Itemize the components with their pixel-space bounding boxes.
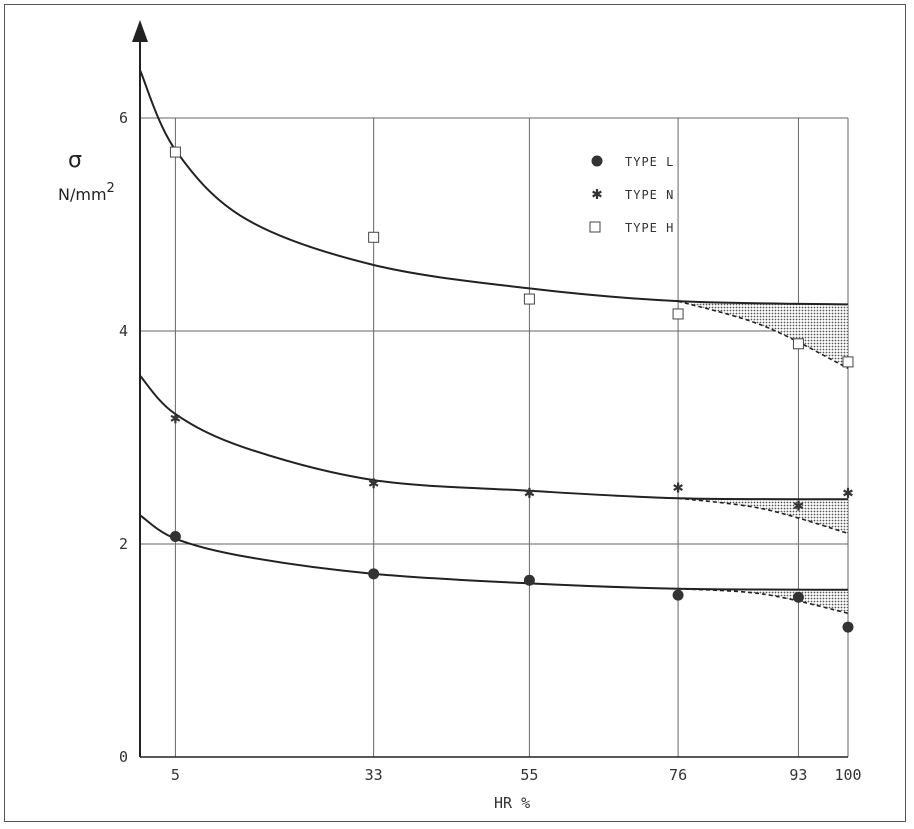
chart-frame [4, 4, 906, 822]
shaded-regions [678, 301, 848, 614]
shaded-region [678, 301, 848, 369]
shaded-region [678, 498, 848, 534]
x-tick-label: 33 [365, 766, 383, 784]
x-tick-label: 55 [520, 766, 538, 784]
fit-curve [139, 375, 849, 501]
data-point-circle [842, 621, 854, 633]
star-stroke [793, 502, 804, 510]
legend-marker-circle-icon [591, 155, 603, 167]
y-axis-arrow-icon [132, 20, 148, 42]
x-tick-label: 93 [789, 766, 807, 784]
dashed-curve [677, 300, 849, 369]
y-axis-symbol: σ [68, 148, 82, 173]
star-stroke [673, 484, 683, 492]
data-point-circle [169, 531, 181, 543]
y-axis-unit-superscript: 2 [107, 181, 115, 196]
grid [140, 117, 849, 757]
x-tick-label: 5 [171, 766, 180, 784]
data-point-star [843, 487, 853, 498]
data-point-square [169, 146, 181, 158]
star-stroke [592, 190, 602, 198]
data-point-star [368, 478, 379, 489]
dashed-curve [677, 497, 849, 535]
data-points [169, 146, 854, 633]
legend-label: TYPE N [625, 188, 674, 202]
y-tick-label: 4 [119, 322, 128, 340]
data-point-star [793, 500, 804, 511]
fit-curve [139, 514, 849, 591]
fit-curves [139, 69, 849, 615]
data-point-circle [523, 574, 535, 586]
legend-marker-square-icon [589, 221, 601, 233]
axes [132, 20, 848, 758]
data-point-square [368, 231, 380, 243]
data-point-circle [792, 591, 804, 603]
data-point-square [792, 338, 804, 350]
x-tick-label: 100 [834, 766, 861, 784]
tick-labels: 5 33 55 76 93 100 0 2 4 6 [119, 109, 862, 784]
legend-label: TYPE L [625, 155, 674, 169]
x-axis-label: HR % [494, 794, 530, 812]
y-axis-unit: N/mm2 [58, 181, 115, 204]
x-tick-label: 76 [669, 766, 687, 784]
data-point-square [523, 293, 535, 305]
data-point-circle [368, 568, 380, 580]
shaded-region [678, 588, 848, 614]
y-tick-label: 6 [119, 109, 128, 127]
data-point-star [170, 413, 181, 424]
y-tick-label: 2 [119, 535, 128, 553]
star-stroke [170, 414, 181, 422]
legend-label: TYPE H [625, 221, 674, 235]
legend-marker-star-icon [592, 189, 602, 199]
y-axis-unit-text: N/mm [58, 185, 107, 204]
data-point-circle [672, 589, 684, 601]
data-point-star [524, 487, 535, 498]
legend-star-glyph [592, 189, 602, 199]
dashed-curve [678, 587, 849, 615]
star-stroke [524, 489, 535, 497]
star-stroke [843, 489, 853, 497]
y-tick-label: 0 [119, 748, 128, 766]
legend: TYPE L TYPE N TYPE H [589, 155, 674, 235]
data-point-square [842, 356, 854, 368]
star-stroke [368, 479, 379, 487]
data-point-square [672, 308, 684, 320]
fit-curve [139, 69, 849, 306]
data-point-star [673, 482, 683, 493]
